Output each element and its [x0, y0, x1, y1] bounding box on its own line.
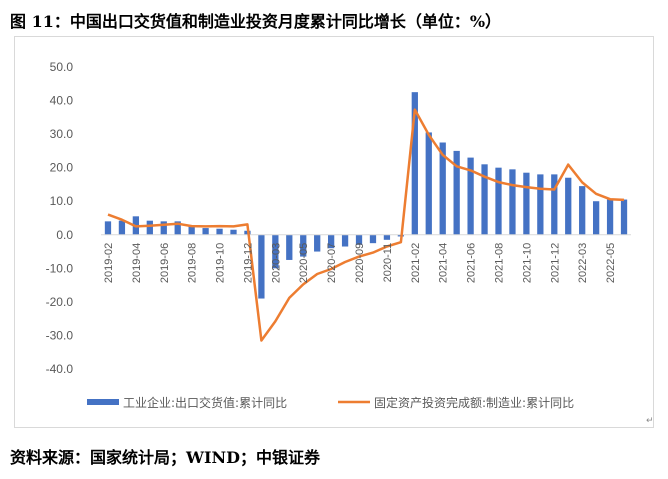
- bar-export-delivery: [467, 157, 474, 235]
- x-tick-label: 2021-06: [466, 243, 478, 283]
- x-tick-label: 2021-08: [494, 243, 506, 283]
- x-tick-label: 2019-02: [103, 243, 115, 283]
- y-tick-label: -30.0: [46, 328, 74, 342]
- source-note: 资料来源：国家统计局；WIND；中银证券: [10, 448, 320, 467]
- x-tick-label: 2020-07: [326, 243, 338, 283]
- y-tick-label: 20.0: [50, 161, 74, 175]
- x-tick-label: 2020-09: [354, 243, 366, 283]
- bar-export-delivery: [495, 167, 502, 235]
- bar-export-delivery: [425, 132, 432, 235]
- bar-export-delivery: [537, 174, 544, 235]
- y-tick-label: 0.0: [56, 228, 73, 242]
- x-tick-label: 2022-03: [577, 243, 589, 283]
- x-tick-label: 2021-12: [549, 243, 561, 283]
- bar-export-delivery: [551, 174, 558, 235]
- bar-export-delivery: [606, 199, 614, 235]
- bar-export-delivery: [258, 234, 265, 299]
- y-tick-label: 10.0: [50, 194, 74, 208]
- bar-export-delivery: [118, 220, 126, 235]
- bar-export-delivery: [174, 221, 181, 235]
- bar-export-delivery: [188, 226, 195, 235]
- bar-export-delivery: [160, 221, 167, 235]
- x-tick-label: 2019-04: [131, 243, 143, 283]
- bar-export-delivery: [216, 228, 223, 235]
- bar-export-delivery: [592, 201, 600, 235]
- bar-export-delivery: [300, 234, 307, 257]
- bar-export-delivery: [202, 228, 209, 235]
- bar-export-delivery: [341, 234, 349, 247]
- x-tick-label: 2020-05: [298, 243, 310, 283]
- bar-export-delivery: [272, 234, 279, 269]
- legend-label-line: 固定资产投资完成额:制造业:累计同比: [374, 395, 574, 410]
- paragraph-mark-icon: ↵: [646, 416, 654, 426]
- bar-export-delivery: [509, 169, 516, 235]
- bar-export-delivery: [327, 234, 335, 249]
- bar-export-delivery: [104, 221, 112, 235]
- bar-export-delivery: [230, 229, 237, 235]
- chart-svg: 50.0 40.0 30.0 20.0 10.0 0.0 -10.0 -20.0 -30.0 -4…: [46, 60, 631, 410]
- y-tick-label: -20.0: [46, 295, 74, 309]
- bar-export-delivery: [411, 92, 418, 235]
- legend-swatch-bar: [87, 399, 119, 405]
- x-tick-label: 2021-04: [438, 243, 450, 283]
- page-title: 图 11：中国出口交货值和制造业投资月度累计同比增长（单位：%）: [10, 12, 502, 31]
- bar-export-delivery: [523, 172, 530, 235]
- x-tick-label: 2022-05: [605, 243, 617, 283]
- bar-export-delivery: [355, 234, 363, 245]
- y-tick-label: 30.0: [50, 127, 74, 141]
- bar-export-delivery: [314, 234, 321, 252]
- x-tick-label: 2019-06: [159, 243, 171, 283]
- bar-export-delivery: [579, 186, 586, 235]
- x-tick-label: 2020-03: [270, 243, 282, 283]
- bar-export-delivery: [383, 234, 391, 240]
- bar-export-delivery: [481, 164, 488, 235]
- bar-export-delivery: [146, 220, 153, 235]
- y-tick-label: 50.0: [50, 60, 74, 74]
- line-manufacturing-investment: [107, 108, 625, 342]
- chart-area: 50.0 40.0 30.0 20.0 10.0 0.0 -10.0 -20.0 -30.0 -4…: [14, 36, 654, 428]
- bar-export-delivery: [439, 142, 446, 235]
- x-tick-label: 2019-10: [215, 243, 227, 283]
- bar-export-delivery: [620, 199, 628, 235]
- x-tick-label: 2021-02: [410, 243, 422, 283]
- bar-export-delivery: [453, 150, 460, 235]
- x-tick-label: 2019-08: [187, 243, 199, 283]
- bar-export-delivery: [565, 177, 572, 235]
- y-tick-label: 40.0: [50, 94, 74, 108]
- x-tick-label: 2020-11: [382, 243, 394, 283]
- y-tick-label: -10.0: [46, 261, 74, 275]
- y-tick-label: -40.0: [46, 362, 74, 376]
- x-tick-label: 2021-10: [521, 243, 533, 283]
- bar-export-delivery: [286, 234, 293, 260]
- x-tick-label: 2019-12: [242, 243, 254, 283]
- bar-export-delivery: [369, 234, 377, 244]
- legend-label-bar: 工业企业:出口交货值:累计同比: [123, 395, 287, 410]
